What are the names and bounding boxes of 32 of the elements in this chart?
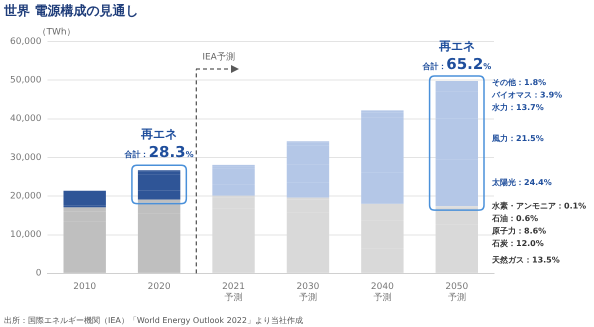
series-label: 天然ガス：13.5% xyxy=(491,256,560,265)
x-tick-label: 2021 予測 xyxy=(222,282,245,303)
y-tick-label: 30,000 xyxy=(10,152,42,163)
x-tick-label: 2020 xyxy=(148,282,171,292)
annotation: 再エネ xyxy=(438,38,475,53)
series-label: 水力：13.7% xyxy=(491,102,544,112)
x-tick-label: 2040 予測 xyxy=(370,282,394,303)
x-tick-label: 2050 予測 xyxy=(445,282,469,303)
y-tick-label: 50,000 xyxy=(10,76,42,86)
y-axis-title: （TWh） xyxy=(37,27,76,38)
ref-line-label: IEA予測 xyxy=(202,51,235,62)
series-label: 原子力：8.6% xyxy=(491,226,546,236)
annotation: 合計：28.3% xyxy=(124,143,194,162)
x-tick-label: 2030 予測 xyxy=(296,282,320,303)
series-label: その他：1.8% xyxy=(492,78,546,87)
series-label: 水素・アンモニア：0.1% xyxy=(491,201,586,210)
series-label: バイオマス：3.9% xyxy=(491,90,562,100)
series-label: 太陽光：24.4% xyxy=(491,178,552,187)
y-tick-label: 40,000 xyxy=(10,114,42,124)
annotation: 合計：65.2% xyxy=(421,54,492,73)
y-tick-label: 20,000 xyxy=(10,191,42,202)
chart-title: 世界 電源構成の見通し xyxy=(3,3,139,20)
x-tick-label: 2010 xyxy=(73,282,96,292)
text: 出所：国際エネルギー機関（IEA）「World Energy Outlook 2022」より当社作成 xyxy=(4,316,303,326)
series-label: 石油：0.6% xyxy=(491,214,538,223)
y-tick-label: 0 xyxy=(36,268,42,279)
bar xyxy=(63,193,106,206)
y-tick-label: 60,000 xyxy=(10,36,42,47)
series-label: 石炭：12.0% xyxy=(491,238,544,248)
annotation: 再エネ xyxy=(140,127,178,142)
series-label: 風力：21.5% xyxy=(491,134,544,143)
y-tick-label: 10,000 xyxy=(10,230,42,240)
